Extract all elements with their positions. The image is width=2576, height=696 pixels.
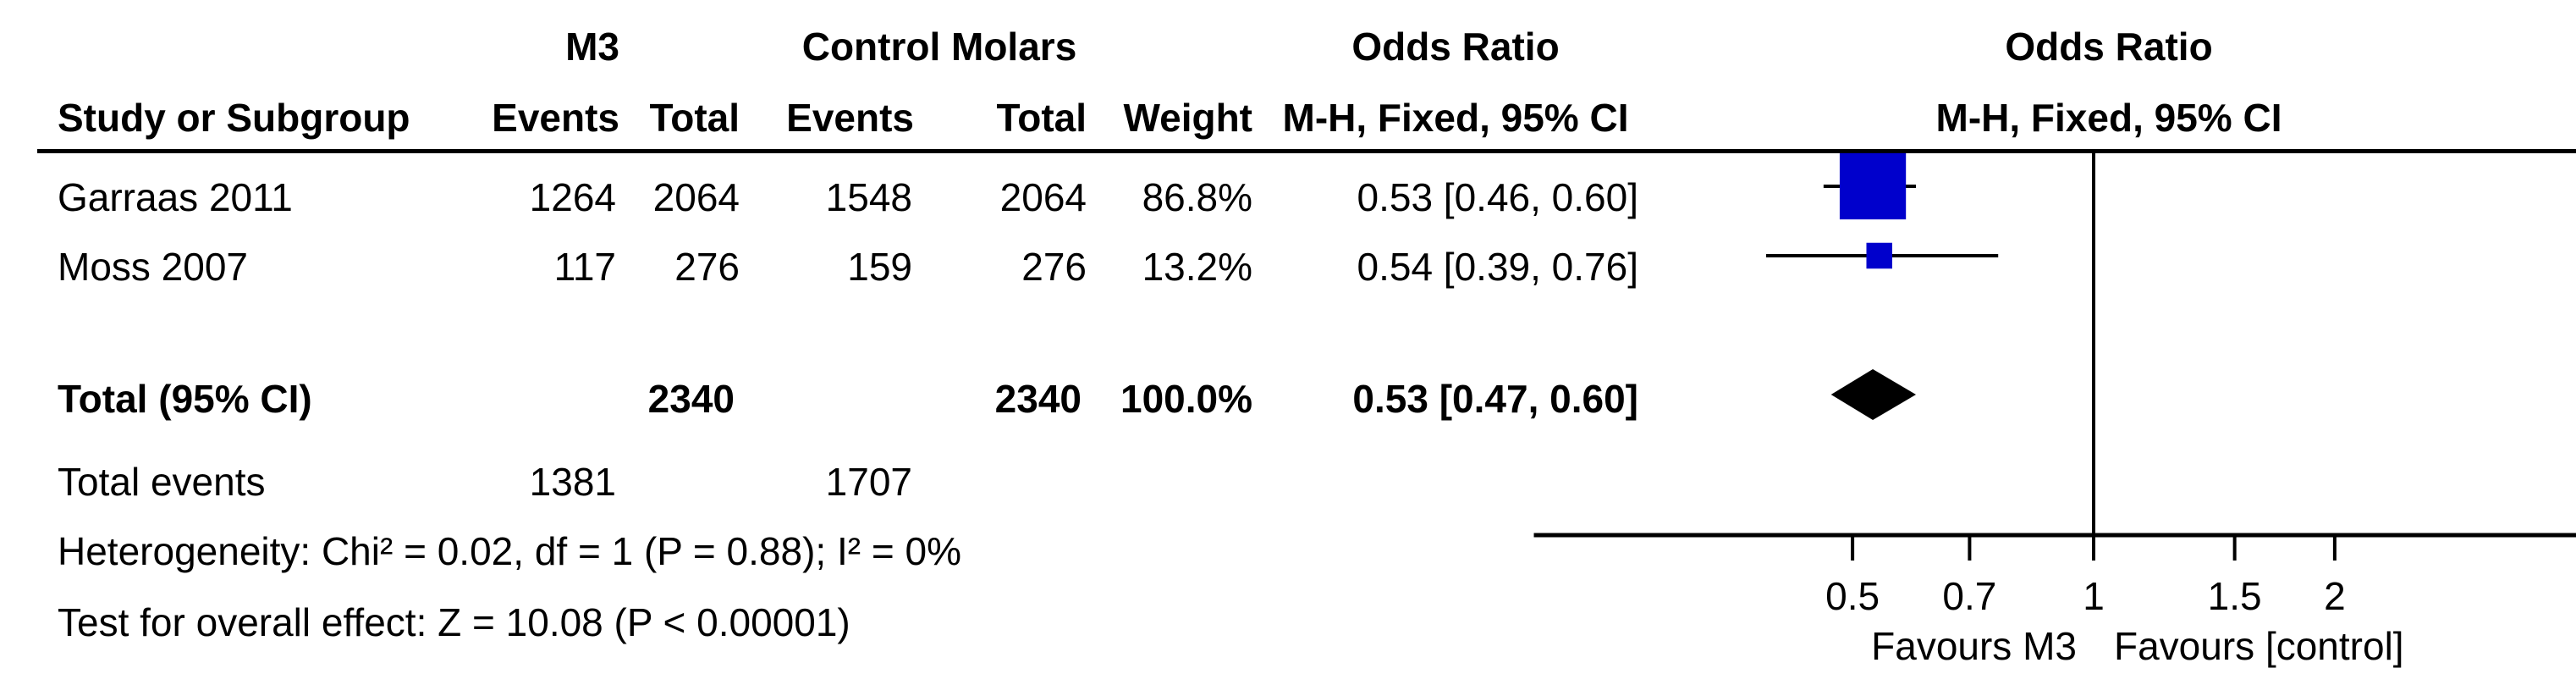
header-or-table-sub: M-H, Fixed, 95% CI <box>1282 96 1629 140</box>
total-weight: 100.0% <box>1120 377 1252 421</box>
total-total2: 2340 <box>994 377 1082 421</box>
study-events2: 1548 <box>825 175 912 219</box>
study-total2: 2064 <box>999 175 1087 219</box>
study-weight: 86.8% <box>1142 175 1252 219</box>
study-events2: 159 <box>847 245 912 289</box>
total-total1: 2340 <box>647 377 735 421</box>
header-study: Study or Subgroup <box>58 96 410 140</box>
study-total1: 2064 <box>652 175 740 219</box>
x-axis-tick-label: 2 <box>2324 574 2346 618</box>
x-axis-tick-label: 0.7 <box>1942 574 1996 618</box>
study-ci: 0.54 [0.39, 0.76] <box>1357 245 1639 289</box>
study-name: Garraas 2011 <box>58 175 293 219</box>
total-label: Total (95% CI) <box>58 377 312 421</box>
total-ci: 0.53 [0.47, 0.60] <box>1352 377 1638 421</box>
header-or-table-top: Odds Ratio <box>1351 25 1560 69</box>
study-weight-box <box>1866 242 1893 269</box>
favours-right-label: Favours [control] <box>2114 624 2404 668</box>
total-events-label: Total events <box>58 460 266 504</box>
study-total1: 276 <box>674 245 740 289</box>
x-axis-tick-label: 0.5 <box>1825 574 1880 618</box>
study-ci: 0.53 [0.46, 0.60] <box>1357 175 1639 219</box>
pooled-diamond <box>1830 369 1917 420</box>
heterogeneity-text: Heterogeneity: Chi² = 0.02, df = 1 (P = … <box>58 529 961 573</box>
x-axis-tick-label: 1.5 <box>2208 574 2262 618</box>
total-events1: 1381 <box>529 460 616 504</box>
study-events1: 1264 <box>529 175 616 219</box>
header-group2: Control Molars <box>801 25 1077 69</box>
header-events1: Events <box>492 96 619 140</box>
header-weight: Weight <box>1123 96 1252 140</box>
header-total1: Total <box>649 96 740 140</box>
study-weight-box <box>1839 152 1907 220</box>
study-events1: 117 <box>553 245 616 289</box>
header-total2: Total <box>996 96 1087 140</box>
study-total2: 276 <box>1021 245 1087 289</box>
overall-effect-text: Test for overall effect: Z = 10.08 (P < … <box>58 600 850 644</box>
study-name: Moss 2007 <box>58 245 249 289</box>
header-or-plot-sub: M-H, Fixed, 95% CI <box>1935 96 2282 140</box>
favours-left-label: Favours M3 <box>1871 624 2077 668</box>
study-weight: 13.2% <box>1142 245 1252 289</box>
header-rule <box>37 149 2576 153</box>
header-or-plot-top: Odds Ratio <box>2005 25 2213 69</box>
total-events2: 1707 <box>825 460 912 504</box>
x-axis-tick-label: 1 <box>2083 574 2105 618</box>
header-group1: M3 <box>565 25 619 69</box>
header-events2: Events <box>786 96 914 140</box>
